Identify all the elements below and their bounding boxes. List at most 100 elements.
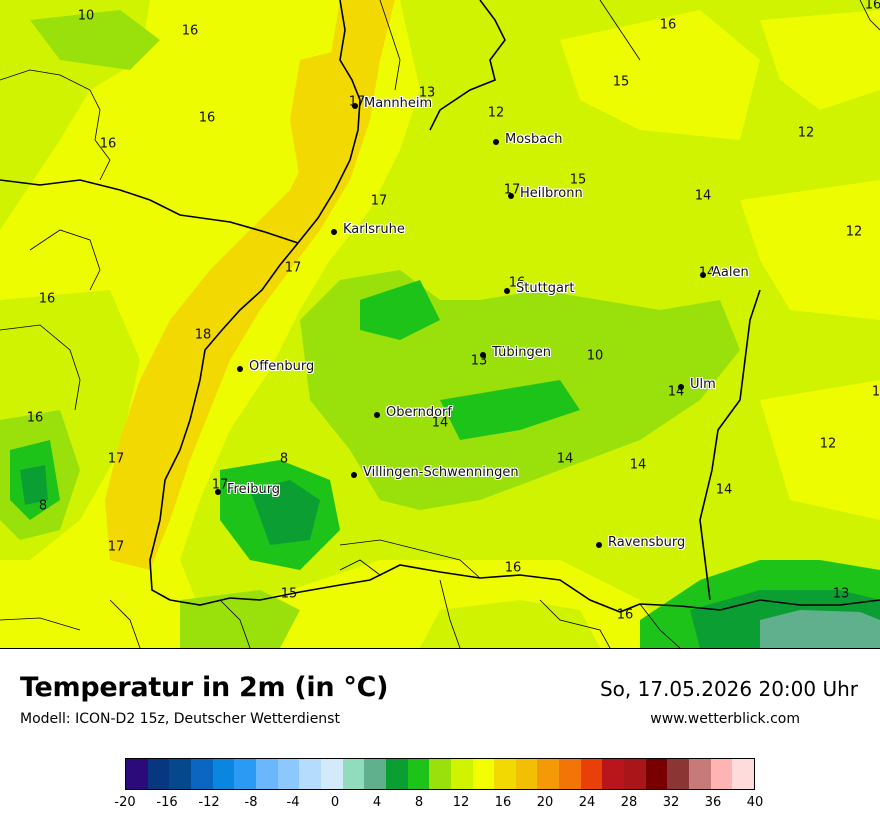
city-label: Aalen	[712, 265, 749, 280]
temperature-value: 18	[194, 327, 212, 343]
temperature-value: 16	[99, 136, 117, 152]
legend-tick-label: 4	[372, 795, 382, 810]
city-marker	[237, 366, 243, 372]
legend-swatch	[450, 759, 473, 789]
temperature-value: 12	[845, 224, 863, 240]
temperature-value: 16	[864, 0, 880, 13]
temperature-value: 15	[569, 172, 587, 188]
temperature-value: 13	[418, 85, 436, 101]
temperature-value: 16	[38, 291, 56, 307]
legend-swatch	[667, 759, 690, 789]
temperature-value: 10	[586, 348, 604, 364]
city-marker	[480, 352, 486, 358]
city-label: Stuttgart	[516, 281, 575, 296]
legend-tick-label: 16	[494, 795, 512, 810]
legend-tick-label: 36	[704, 795, 722, 810]
forecast-datetime: So, 17.05.2026 20:00 Uhr	[599, 677, 858, 701]
legend-swatch	[689, 759, 711, 789]
legend-swatch	[710, 759, 733, 789]
legend-swatch	[277, 759, 300, 789]
legend-tick-label: 40	[746, 795, 764, 810]
city-marker	[374, 412, 380, 418]
city-label: Villingen-Schwenningen	[363, 465, 519, 480]
legend-swatch	[494, 759, 516, 789]
city-label: Ravensburg	[608, 535, 686, 550]
temperature-value: 17	[370, 193, 388, 209]
city-marker	[351, 472, 357, 478]
legend-swatch	[429, 759, 451, 789]
temperature-value: 14	[431, 415, 449, 431]
legend-swatch	[385, 759, 408, 789]
temperature-value: 16	[26, 410, 44, 426]
legend-swatch	[537, 759, 560, 789]
map-layer	[0, 0, 880, 648]
legend-swatch	[342, 759, 365, 789]
temperature-value: 1	[871, 384, 880, 400]
temperature-value: 15	[280, 586, 298, 602]
legend-swatch	[147, 759, 170, 789]
city-marker	[331, 229, 337, 235]
legend-tick-label: 20	[536, 795, 554, 810]
legend-swatch	[732, 759, 755, 789]
temperature-value: 15	[612, 74, 630, 90]
temperature-value: 17	[284, 260, 302, 276]
legend-tick-label: -16	[156, 795, 178, 810]
city-label: Offenburg	[249, 359, 315, 374]
temperature-value: 16	[616, 607, 634, 623]
temperature-value: 17	[503, 182, 521, 198]
legend-swatch	[212, 759, 235, 789]
legend-tick-label: -4	[286, 795, 300, 810]
temperature-value: 16	[504, 560, 522, 576]
legend-swatch	[407, 759, 430, 789]
legend-tick-label: 8	[414, 795, 424, 810]
legend-tick-label: -20	[114, 795, 136, 810]
temperature-value: 10	[77, 8, 95, 24]
temperature-value: 13	[832, 586, 850, 602]
legend-swatch	[602, 759, 625, 789]
temperature-value: 14	[694, 188, 712, 204]
legend-tick-label: -8	[244, 795, 258, 810]
city-label: Freiburg	[227, 482, 281, 497]
city-marker	[215, 489, 221, 495]
temperature-value: 16	[181, 23, 199, 39]
temperature-value: 12	[797, 125, 815, 141]
city-label: Mosbach	[505, 132, 563, 147]
temperature-value: 12	[487, 105, 505, 121]
color-legend	[125, 758, 755, 790]
temperature-value: 17	[107, 539, 125, 555]
legend-tick-label: 12	[452, 795, 470, 810]
legend-swatch	[234, 759, 256, 789]
temperature-value: 14	[715, 482, 733, 498]
legend-tick-label: 32	[662, 795, 680, 810]
city-marker	[596, 542, 602, 548]
website-link[interactable]: www.wetterblick.com	[650, 711, 800, 727]
temperature-map: 10 16 16 16 13 17 12 15 16 16 12 15 17 17 14 12 17 16 14 16…	[0, 0, 880, 649]
city-label: Heilbronn	[520, 186, 583, 201]
legend-swatch	[472, 759, 495, 789]
city-label: Ulm	[690, 377, 716, 392]
city-marker	[700, 272, 706, 278]
city-label: Oberndorf	[386, 405, 452, 420]
temperature-value: 16	[508, 275, 526, 291]
city-marker	[352, 103, 358, 109]
city-marker	[508, 193, 514, 199]
legend-tick-label: 24	[578, 795, 596, 810]
temperature-value: 14	[556, 451, 574, 467]
map-title: Temperatur in 2m (in °C)	[20, 672, 389, 703]
legend-tick-label: -12	[198, 795, 220, 810]
legend-tick-label: 28	[620, 795, 638, 810]
legend-swatch	[515, 759, 538, 789]
temperature-value: 14	[629, 457, 647, 473]
legend-swatch	[624, 759, 646, 789]
legend-swatch	[559, 759, 581, 789]
legend-swatch	[190, 759, 213, 789]
city-marker	[678, 384, 684, 390]
temperature-value: 16	[198, 110, 216, 126]
legend-tick-label: 0	[330, 795, 340, 810]
legend-swatch	[255, 759, 278, 789]
legend-swatch	[645, 759, 668, 789]
temperature-value: 16	[659, 17, 677, 33]
city-marker	[493, 139, 499, 145]
temperature-value: 8	[279, 451, 289, 467]
temperature-value: 17	[107, 451, 125, 467]
